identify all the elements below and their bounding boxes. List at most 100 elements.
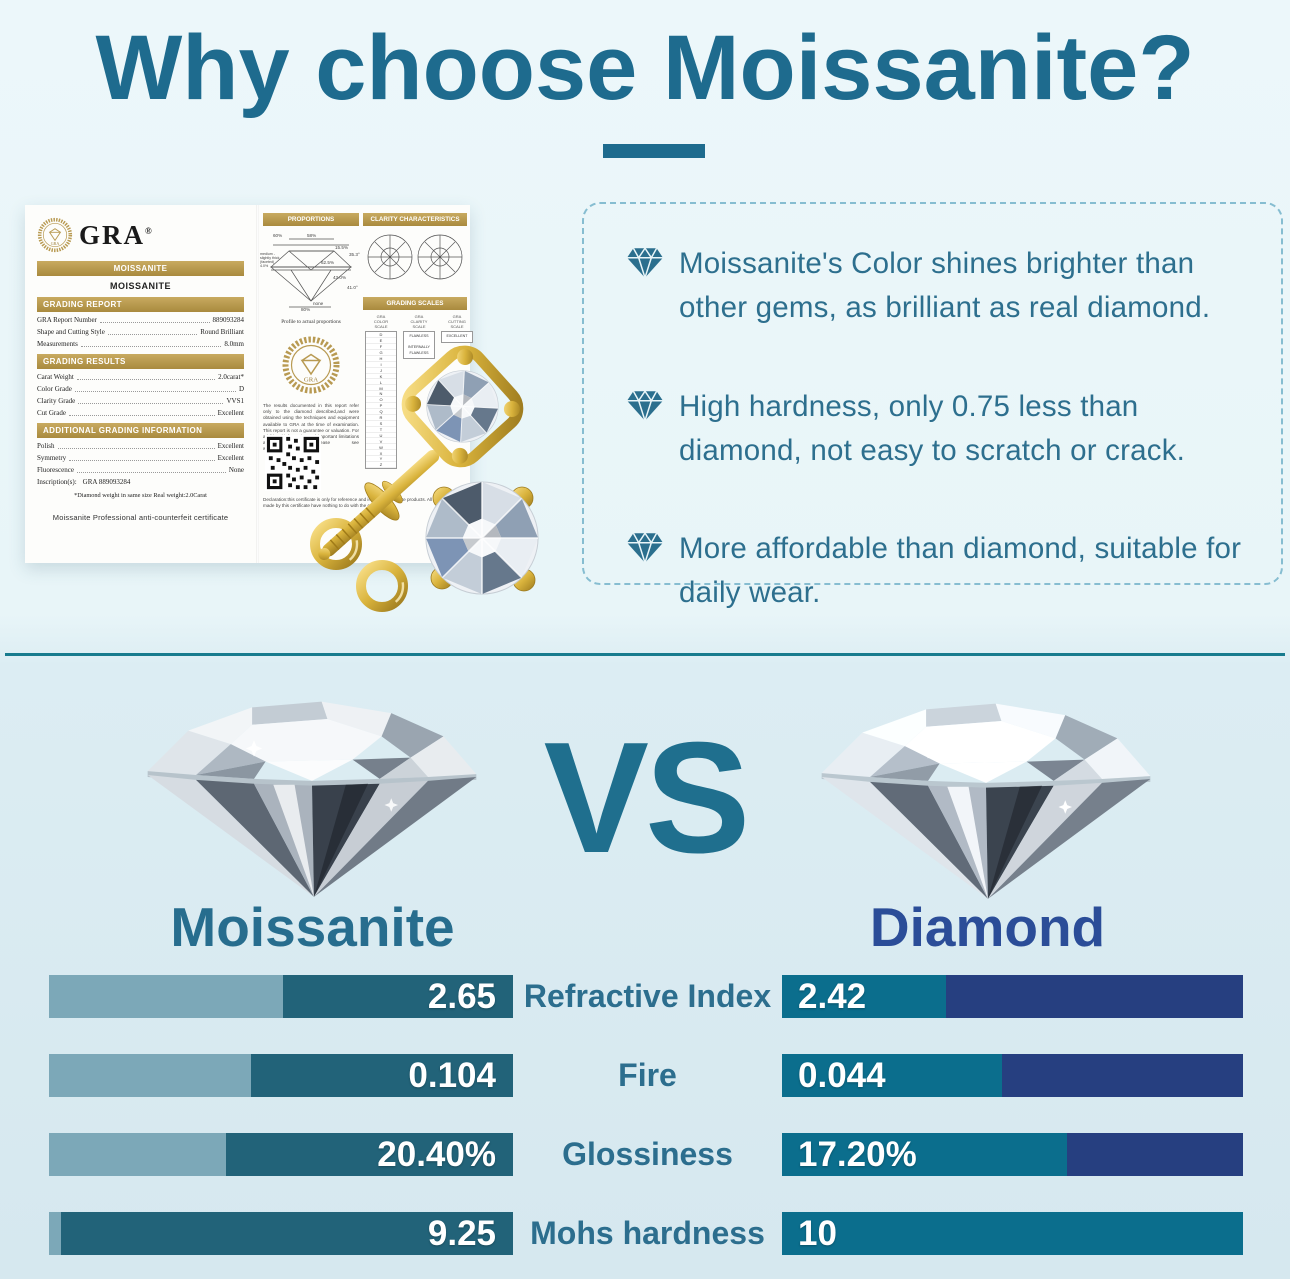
cert-row: Polish Excellent	[37, 442, 244, 450]
cert-row: Carat Weight 2.0carat*	[37, 373, 244, 381]
diamond-value: 10	[798, 1213, 837, 1253]
clarity-header: CLARITY CHARACTERISTICS	[363, 213, 467, 226]
dotted-leader	[68, 410, 215, 416]
row-value: 8.0mm	[224, 340, 244, 348]
proportion-label: 35.3°	[349, 252, 360, 257]
girdle-note: medium -slightly thick (faceted) 4.0%	[260, 252, 280, 268]
comparison-row-fire: 0.104 Fire 0.044	[0, 1054, 1290, 1097]
diamond-bar: 17.20%	[782, 1133, 1243, 1176]
gra-brand-text: GRA®	[79, 219, 154, 250]
benefit-item: More affordable than diamond, suitable f…	[626, 527, 1257, 616]
row-value: VVS1	[226, 397, 244, 405]
dotted-leader	[69, 455, 215, 461]
row-value: Excellent	[217, 409, 244, 417]
title-underline-dash	[603, 144, 705, 158]
comparison-row-mohs-hardness: 9.25 Mohs hardness 10	[0, 1212, 1290, 1255]
metric-label: Glossiness	[562, 1136, 733, 1172]
certificate-footer: Moissanite Professional anti-counterfeit…	[52, 513, 229, 522]
dotted-leader	[78, 398, 224, 404]
diamond-bar: 0.044	[782, 1054, 1243, 1097]
registered-mark: ®	[145, 225, 154, 236]
diamond-value: 2.42	[798, 976, 867, 1016]
metric-label: Refractive Index	[523, 978, 772, 1014]
dotted-leader	[76, 374, 216, 380]
vs-text: VS	[543, 710, 751, 886]
cert-row: GRA Report Number 889093284	[37, 316, 244, 324]
bar-segment	[1067, 1133, 1243, 1176]
scale-header: GRA COLOR SCALE	[373, 314, 389, 329]
bar-segment	[49, 975, 283, 1018]
row-label: Color Grade	[37, 385, 72, 393]
earring-screw-back	[310, 449, 440, 612]
bar-segment: 0.104	[251, 1054, 513, 1097]
cert-row: Clarity Grade VVS1	[37, 397, 244, 405]
bar-segment	[49, 1212, 61, 1255]
row-value: Round Brilliant	[200, 328, 244, 336]
page-title: Why choose Moissanite?	[95, 17, 1195, 119]
proportion-label: 60%	[273, 233, 282, 238]
benefit-item: Moissanite's Color shines brighter than …	[626, 242, 1257, 331]
diamond-value: 0.044	[798, 1055, 886, 1095]
moissanite-value: 2.65	[427, 976, 496, 1016]
row-label: Symmetry	[37, 454, 67, 462]
diamond-label: Diamond	[869, 896, 1106, 958]
grading-scales-columns: GRA COLOR SCALE D E F G H I J K L M N O …	[365, 314, 473, 470]
proportions-diagram: 60% 58% 15.5% 35.3° 62.5% 43.0% 41.0° 80…	[260, 233, 360, 312]
benefit-item: High hardness, only 0.75 less than diamo…	[626, 385, 1257, 474]
row-label: Shape and Cutting Style	[37, 328, 105, 336]
dotted-leader	[80, 341, 222, 347]
dotted-leader	[99, 317, 210, 323]
certificate-note: *Diamond weight in same size Real weight…	[74, 492, 207, 499]
proportion-label: none	[313, 301, 324, 306]
certificate-right-page: PROPORTIONS 60% 58% 15.5% 35.3°	[259, 205, 473, 563]
dotted-leader	[107, 329, 198, 335]
grading-results-header: GRADING RESULTS	[37, 354, 244, 369]
grading-report-header: GRADING REPORT	[37, 297, 244, 312]
qr-code	[265, 435, 321, 491]
row-label: Carat Weight	[37, 373, 74, 381]
moissanite-value: 9.25	[427, 1213, 496, 1253]
comparison-row-glossiness: 20.40% Glossiness 17.20%	[0, 1133, 1290, 1176]
gra-seal-icon	[37, 217, 73, 253]
diamond-icon	[626, 531, 664, 565]
row-value: Excellent	[217, 442, 244, 450]
bar-segment: 17.20%	[782, 1133, 1067, 1176]
proportion-label: 43.0%	[333, 275, 346, 280]
row-value: 2.0carat*	[218, 373, 244, 381]
scale-body: FLAWLESS INTERNALLY FLAWLESS	[403, 331, 435, 359]
certificate-page-fold	[256, 205, 259, 563]
clarity-diagrams	[367, 234, 463, 280]
proportion-label: 80%	[301, 307, 310, 312]
cert-row: Cut Grade Excellent	[37, 409, 244, 417]
color-scale-column: GRA COLOR SCALE D E F G H I J K L M N O …	[365, 314, 397, 470]
scale-header: GRA CLARITY SCALE	[410, 314, 428, 329]
row-value: D	[238, 385, 244, 393]
benefits-box: Moissanite's Color shines brighter than …	[582, 202, 1283, 609]
moissanite-value: 20.40%	[377, 1134, 496, 1174]
moissanite-bar: 9.25	[49, 1212, 513, 1255]
moissanite-bar: 2.65	[49, 975, 513, 1018]
dotted-leader	[57, 443, 215, 449]
benefit-text: High hardness, only 0.75 less than diamo…	[679, 389, 1186, 467]
row-label: Cut Grade	[37, 409, 66, 417]
row-label: Polish	[37, 442, 55, 450]
earring-basket-stud	[401, 345, 524, 468]
moissanite-diamond-photo	[138, 680, 486, 902]
diamond-bar: 10	[782, 1212, 1243, 1255]
proportion-label: 15.5%	[335, 245, 348, 250]
row-label: Measurements	[37, 340, 78, 348]
bar-segment	[946, 975, 1243, 1018]
certificate-left-page: GRA® MOISSANITE MOISSANITE GRADING REPOR…	[25, 205, 256, 563]
gold-stud-earrings-photo	[310, 345, 539, 612]
bar-segment: 20.40%	[226, 1133, 513, 1176]
gra-certificate-card: GRA® MOISSANITE MOISSANITE GRADING REPOR…	[25, 205, 473, 563]
clarity-scale-column: GRA CLARITY SCALE FLAWLESS INTERNALLY FL…	[403, 314, 435, 469]
cert-row: Fluorescence None	[37, 466, 244, 474]
diamond-photo	[812, 684, 1160, 902]
bar-segment: 2.42	[782, 975, 946, 1018]
row-value: None	[228, 466, 244, 474]
scale-body: D E F G H I J K L M N O P Q R S T U V W …	[365, 331, 397, 470]
inscription-row: Inscription(s): GRA 889093284	[37, 478, 244, 486]
benefit-text: More affordable than diamond, suitable f…	[679, 532, 1242, 610]
